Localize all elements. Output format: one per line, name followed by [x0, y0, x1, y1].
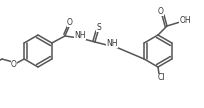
Text: O: O — [158, 6, 164, 16]
Text: O: O — [67, 18, 73, 27]
Text: S: S — [96, 23, 101, 32]
Text: OH: OH — [179, 16, 191, 25]
Text: O: O — [11, 60, 17, 69]
Text: NH: NH — [106, 39, 118, 48]
Text: NH: NH — [74, 31, 86, 40]
Text: Cl: Cl — [157, 74, 165, 83]
